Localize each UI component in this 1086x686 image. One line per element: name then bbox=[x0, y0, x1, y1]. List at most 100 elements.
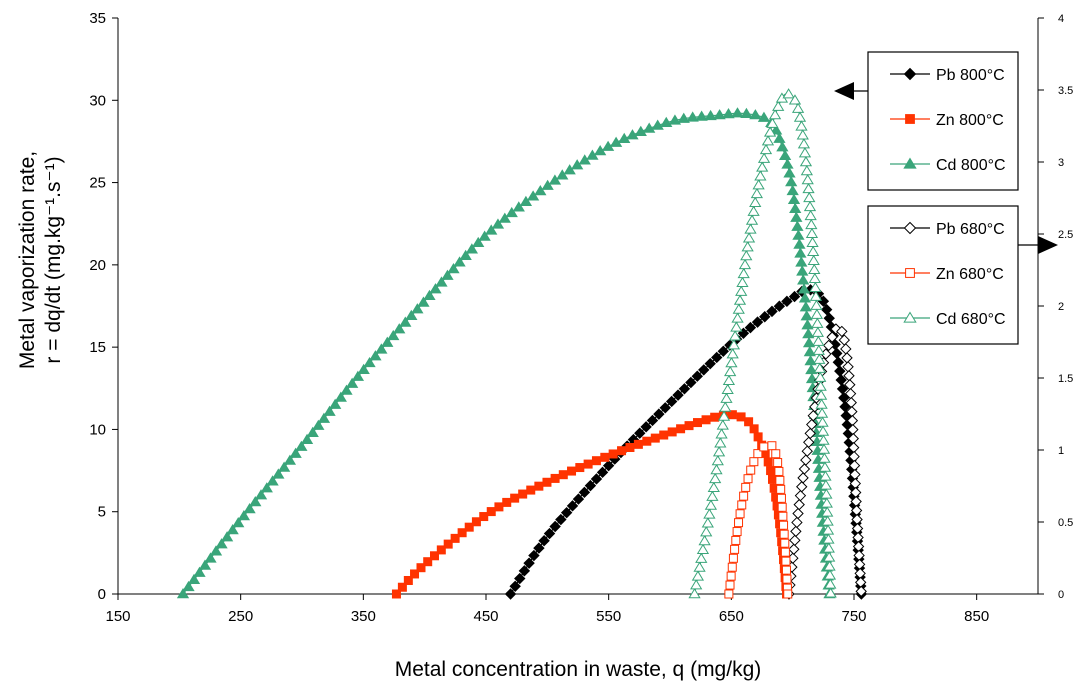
data-point bbox=[728, 330, 742, 341]
x-tick-label: 550 bbox=[596, 608, 621, 625]
data-point bbox=[684, 421, 694, 431]
data-point bbox=[254, 489, 268, 500]
data-point bbox=[710, 463, 723, 475]
data-point bbox=[479, 512, 489, 522]
y-right-tick-label: 3 bbox=[1058, 157, 1064, 169]
data-point bbox=[816, 425, 830, 436]
data-point bbox=[704, 499, 718, 510]
data-point bbox=[572, 493, 585, 505]
y-right-tick-label: 1.5 bbox=[1058, 373, 1073, 385]
data-point bbox=[563, 164, 576, 175]
data-point bbox=[722, 107, 735, 119]
data-point bbox=[249, 496, 262, 507]
data-point bbox=[797, 138, 811, 149]
data-point bbox=[696, 543, 710, 555]
data-point bbox=[790, 525, 802, 538]
data-point bbox=[749, 457, 759, 467]
data-point bbox=[781, 158, 794, 169]
x-tick-label: 350 bbox=[351, 608, 376, 625]
data-point bbox=[543, 527, 556, 540]
data-point bbox=[794, 247, 807, 258]
data-point bbox=[816, 416, 829, 427]
data-point bbox=[232, 516, 245, 528]
legend: Pb 800°C Zn 800°C Cd 800°C Pb 680°C Zn 680°C… bbox=[834, 51, 1058, 345]
data-point bbox=[776, 484, 786, 494]
data-point bbox=[804, 427, 816, 440]
data-point bbox=[695, 110, 708, 121]
data-point bbox=[266, 475, 279, 486]
data-point bbox=[736, 412, 746, 422]
data-point bbox=[730, 544, 740, 554]
data-point bbox=[369, 350, 382, 361]
data-point bbox=[710, 412, 720, 422]
data-point bbox=[703, 508, 716, 519]
data-point bbox=[776, 141, 789, 152]
data-point bbox=[792, 507, 804, 520]
data-point bbox=[807, 409, 819, 422]
data-point bbox=[754, 170, 767, 181]
data-point bbox=[435, 276, 448, 287]
y-axis-label-line1: Metal vaporization rate, bbox=[16, 151, 39, 369]
data-point bbox=[763, 126, 777, 137]
data-point bbox=[775, 475, 785, 485]
data-point bbox=[436, 545, 446, 555]
data-point bbox=[736, 276, 749, 287]
data-point bbox=[751, 316, 764, 328]
data-point bbox=[528, 549, 540, 562]
data-point bbox=[799, 301, 812, 312]
legend-label: Zn 800°C bbox=[936, 112, 1004, 129]
data-point bbox=[730, 321, 743, 332]
legend-marker bbox=[903, 221, 917, 235]
data-point bbox=[809, 290, 823, 301]
data-point bbox=[785, 176, 798, 187]
data-point bbox=[776, 493, 786, 503]
legend-label: Cd 680°C bbox=[936, 311, 1006, 328]
data-point bbox=[295, 440, 308, 451]
legend-item: Zn 680°C bbox=[890, 266, 1004, 283]
data-point bbox=[478, 230, 491, 241]
data-point bbox=[634, 427, 646, 439]
data-point bbox=[709, 472, 722, 484]
data-point bbox=[750, 187, 764, 199]
y-left-tick-label: 30 bbox=[89, 92, 106, 109]
right-arrow-icon bbox=[1038, 236, 1058, 254]
data-point bbox=[583, 459, 593, 469]
data-point bbox=[491, 218, 505, 229]
data-point bbox=[725, 580, 735, 590]
data-point bbox=[822, 339, 835, 352]
data-point bbox=[811, 326, 825, 337]
data-point bbox=[803, 200, 817, 212]
data-point bbox=[814, 380, 827, 391]
data-point bbox=[504, 588, 517, 600]
data-point bbox=[791, 220, 804, 231]
data-point bbox=[391, 589, 401, 599]
data-point bbox=[781, 295, 793, 308]
data-point bbox=[712, 446, 726, 457]
data-point bbox=[714, 437, 727, 448]
data-point bbox=[757, 111, 771, 122]
data-point bbox=[272, 468, 285, 479]
data-point bbox=[818, 461, 832, 472]
data-point bbox=[812, 335, 825, 346]
data-point bbox=[788, 94, 802, 105]
data-point bbox=[759, 143, 773, 155]
data-point bbox=[759, 442, 769, 452]
data-point bbox=[317, 412, 331, 423]
data-point bbox=[777, 502, 787, 512]
data-point bbox=[728, 553, 738, 563]
data-point bbox=[802, 182, 815, 194]
data-point bbox=[450, 533, 460, 543]
data-point bbox=[731, 107, 744, 118]
x-tick-label: 450 bbox=[473, 608, 498, 625]
data-point bbox=[753, 432, 763, 442]
data-point bbox=[659, 402, 671, 414]
data-point bbox=[575, 463, 585, 473]
data-point bbox=[283, 454, 297, 465]
data-point bbox=[824, 587, 837, 598]
data-point bbox=[465, 243, 479, 254]
data-point bbox=[176, 588, 190, 599]
legend-marker bbox=[903, 67, 917, 81]
data-point bbox=[634, 125, 647, 136]
data-point bbox=[602, 459, 615, 472]
data-point bbox=[405, 309, 418, 321]
